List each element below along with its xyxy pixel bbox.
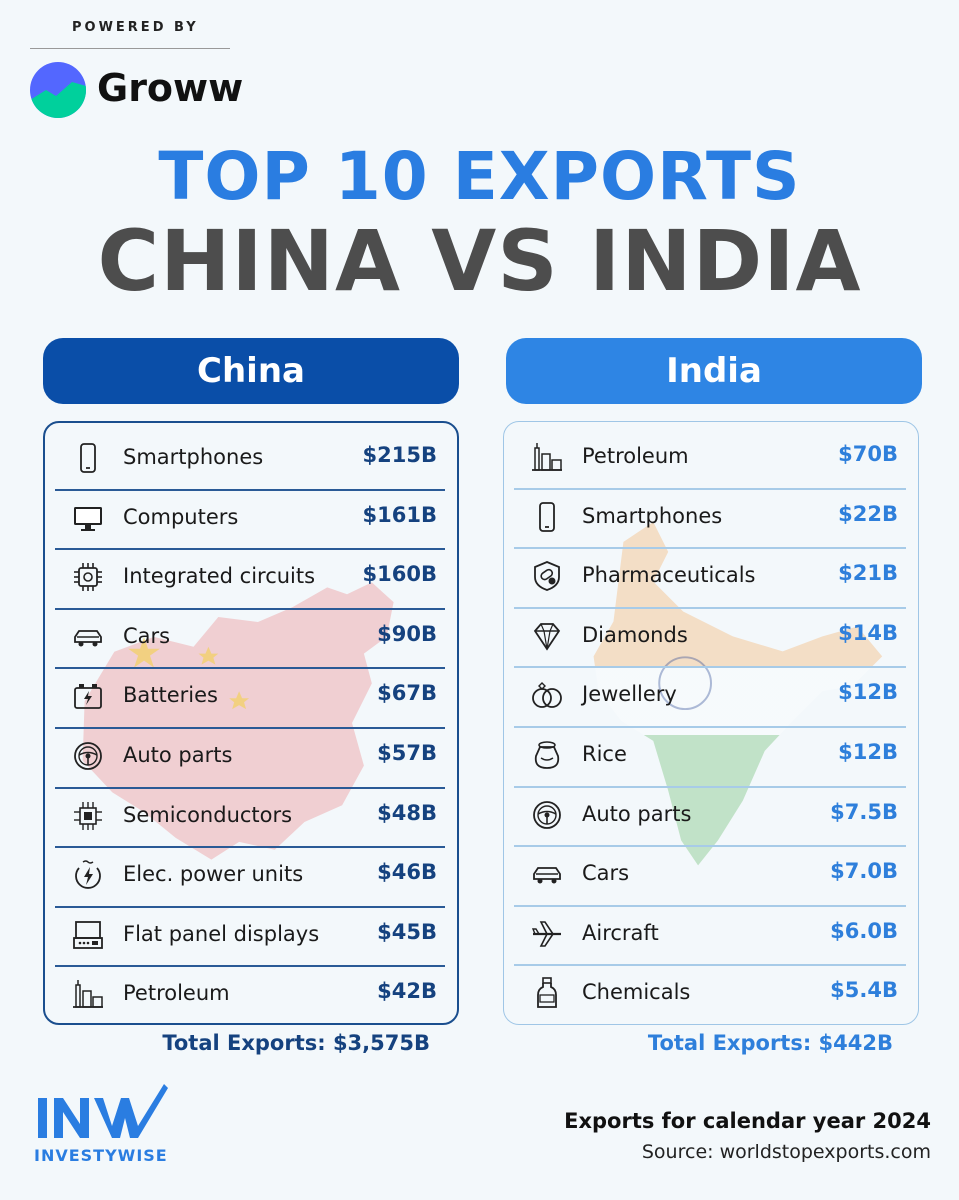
car-icon xyxy=(533,867,561,884)
display-panel-icon xyxy=(73,920,103,949)
bottle-icon xyxy=(537,977,557,1009)
china-row-value: $90B xyxy=(377,621,437,646)
chip-icon xyxy=(74,563,102,592)
india-row: Chemicals $5.4B xyxy=(514,964,906,1024)
china-row-label: Petroleum xyxy=(123,981,230,1006)
china-row-value: $45B xyxy=(377,919,437,944)
india-row-label: Auto parts xyxy=(582,801,692,826)
pharma-icon xyxy=(534,561,560,592)
semiconductor-icon xyxy=(74,801,102,830)
china-row-label: Auto parts xyxy=(123,743,233,767)
india-row: Aircraft $6.0B xyxy=(514,905,906,967)
india-row-value: $22B xyxy=(838,501,898,526)
smartphone-icon xyxy=(539,501,555,532)
india-row-label: Smartphones xyxy=(582,503,723,528)
car-icon xyxy=(74,629,102,647)
india-row: Smartphones $22B xyxy=(514,488,906,550)
india-row-value: $6.0B xyxy=(830,918,898,943)
steering-wheel-icon xyxy=(533,800,561,829)
computer-icon xyxy=(74,506,102,531)
india-row: Diamonds $14B xyxy=(514,607,906,669)
rings-icon xyxy=(532,682,562,709)
airplane-icon xyxy=(531,920,561,947)
smartphone-icon xyxy=(80,443,96,473)
india-row-label: Cars xyxy=(582,861,630,886)
china-row: Cars $90B xyxy=(55,608,445,670)
page-title-line2: CHINA VS INDIA xyxy=(97,212,862,310)
india-row: Cars $7.0B xyxy=(514,845,906,907)
india-row: Petroleum $70B xyxy=(514,428,906,490)
india-row-value: $7.5B xyxy=(830,799,898,824)
china-row-value: $46B xyxy=(377,860,437,885)
india-row: Rice $12B xyxy=(514,726,906,788)
china-row: Auto parts $57B xyxy=(55,727,445,789)
india-row-value: $12B xyxy=(838,680,898,705)
investywise-name: INVESTYWISE xyxy=(34,1146,168,1165)
india-row-value: $21B xyxy=(838,561,898,586)
china-row-value: $161B xyxy=(362,502,437,527)
china-row-value: $48B xyxy=(377,800,437,825)
footnote-year: Exports for calendar year 2024 xyxy=(564,1109,931,1133)
china-row-value: $215B xyxy=(362,443,437,467)
india-row-label: Aircraft xyxy=(582,920,659,945)
china-row: Integrated circuits $160B xyxy=(55,548,445,610)
india-row-label: Chemicals xyxy=(582,980,691,1005)
china-total: Total Exports: $3,575B xyxy=(162,1031,430,1055)
india-header: India xyxy=(506,338,922,404)
india-row: Pharmaceuticals $21B xyxy=(514,547,906,609)
india-row: Auto parts $7.5B xyxy=(514,786,906,848)
brand-name: Groww xyxy=(97,66,244,110)
china-row-label: Batteries xyxy=(123,683,218,708)
china-row-value: $160B xyxy=(362,562,437,587)
india-row: Jewellery $12B xyxy=(514,666,906,728)
india-row-value: $5.4B xyxy=(830,978,898,1003)
india-row-label: Jewellery xyxy=(582,682,677,707)
india-row-label: Petroleum xyxy=(582,444,689,468)
page-title-line1: TOP 10 EXPORTS xyxy=(158,138,801,215)
india-total: Total Exports: $442B xyxy=(647,1031,893,1055)
china-row-value: $57B xyxy=(377,741,437,765)
refinery-icon xyxy=(532,443,562,471)
china-row: Flat panel displays $45B xyxy=(55,906,445,968)
china-panel: Smartphones $215B Computers $161B Integrated… xyxy=(43,421,459,1025)
steering-wheel-icon xyxy=(74,742,102,770)
china-row-label: Elec. power units xyxy=(123,862,304,887)
china-row: Semiconductors $48B xyxy=(55,787,445,849)
china-row: Computers $161B xyxy=(55,489,445,551)
china-row-label: Flat panel displays xyxy=(123,921,320,946)
divider xyxy=(30,48,230,49)
diamond-icon xyxy=(533,622,561,651)
china-row: Smartphones $215B xyxy=(55,429,445,491)
footnote-source: Source: worldstopexports.com xyxy=(641,1141,931,1163)
india-row-label: Rice xyxy=(582,742,627,766)
china-row: Petroleum $42B xyxy=(55,965,445,1023)
china-row: Batteries $67B xyxy=(55,667,445,729)
india-row-value: $12B xyxy=(838,740,898,764)
india-row-label: Pharmaceuticals xyxy=(582,563,756,588)
india-row-value: $70B xyxy=(838,442,898,466)
india-row-value: $14B xyxy=(838,620,898,645)
rice-sack-icon xyxy=(534,741,560,769)
china-header: China xyxy=(43,338,459,404)
china-row-label: Cars xyxy=(123,623,171,648)
investywise-logo-icon xyxy=(38,1084,168,1138)
china-row-label: Computers xyxy=(123,504,239,529)
china-row: Elec. power units $46B xyxy=(55,846,445,908)
china-row-label: Smartphones xyxy=(123,445,264,469)
china-row-label: Semiconductors xyxy=(123,802,293,827)
china-row-label: Integrated circuits xyxy=(123,564,316,589)
powered-by-label: POWERED BY xyxy=(72,20,199,35)
power-unit-icon xyxy=(75,860,101,890)
india-row-label: Diamonds xyxy=(582,622,688,647)
refinery-icon xyxy=(73,980,103,1009)
groww-logo-icon xyxy=(30,62,86,118)
india-row-value: $7.0B xyxy=(830,859,898,884)
india-panel: Petroleum $70B Smartphones $22B Pharmaceutic… xyxy=(503,421,919,1025)
china-row-value: $42B xyxy=(377,979,437,1004)
battery-icon xyxy=(74,684,102,710)
china-flag-map xyxy=(82,582,394,860)
china-row-value: $67B xyxy=(377,681,437,706)
